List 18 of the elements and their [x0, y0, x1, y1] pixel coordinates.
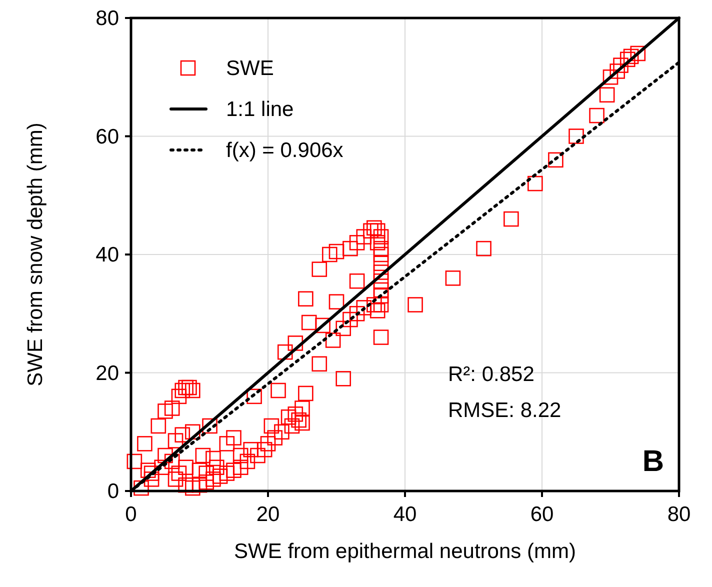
y-tick-label: 60	[96, 125, 119, 148]
legend-label: f(x) = 0.906x	[226, 139, 344, 162]
y-tick-label: 80	[96, 7, 119, 30]
y-tick-label: 40	[96, 244, 119, 266]
annotation: RMSE: 8.22	[448, 399, 562, 422]
annotation: B	[642, 445, 664, 478]
y-axis-title: SWE from snow depth (mm)	[24, 122, 47, 386]
x-tick-label: 60	[530, 503, 554, 526]
legend-label: 1:1 line	[226, 98, 294, 121]
x-tick-label: 20	[256, 503, 280, 526]
x-axis-title: SWE from epithermal neutrons (mm)	[234, 540, 576, 563]
annotation: R²: 0.852	[448, 363, 534, 386]
y-tick-label: 20	[96, 362, 119, 385]
x-tick-label: 80	[667, 503, 691, 526]
legend-label: SWE	[226, 57, 274, 80]
y-tick-label: 0	[107, 480, 119, 503]
x-tick-label: 0	[125, 503, 137, 526]
x-tick-label: 40	[393, 503, 417, 526]
